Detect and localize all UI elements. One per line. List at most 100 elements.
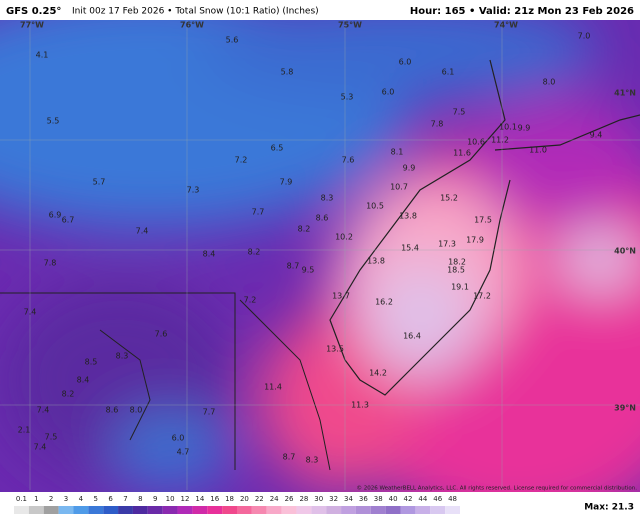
colorbar-swatch — [341, 506, 356, 514]
snow-amount: 7.4 — [34, 443, 47, 452]
snow-amount: 9.9 — [403, 164, 416, 173]
colorbar-label: 26 — [285, 495, 294, 503]
snow-amount: 15.2 — [440, 194, 458, 203]
snow-amount: 19.1 — [451, 283, 469, 292]
colorbar-swatch — [73, 506, 89, 514]
snow-amount: 7.4 — [37, 406, 50, 415]
snow-amount: 8.4 — [203, 250, 216, 259]
snow-amount: 7.0 — [578, 32, 591, 41]
snow-amount: 16.2 — [375, 298, 393, 307]
colorbar-label: 10 — [166, 495, 175, 503]
snow-amount: 6.7 — [62, 216, 75, 225]
colorbar-swatch — [207, 506, 223, 514]
snow-amount: 7.8 — [431, 120, 444, 129]
colorbar-label: 20 — [240, 495, 249, 503]
geo-label: 76°W — [180, 21, 204, 30]
colorbar-swatch — [177, 506, 193, 514]
snow-amount: 7.7 — [252, 208, 265, 217]
colorbar-swatch — [88, 506, 104, 514]
colorbar-label: 32 — [329, 495, 338, 503]
colorbar-label: 2 — [49, 495, 53, 503]
snow-amount: 2.1 — [18, 426, 31, 435]
snow-amount: 4.1 — [36, 51, 49, 60]
snow-amount: 8.7 — [287, 262, 300, 271]
snow-amount: 8.6 — [106, 406, 119, 415]
colorbar-swatch — [14, 506, 29, 514]
colorbar-swatch — [192, 506, 208, 514]
snow-amount: 10.6 — [467, 138, 485, 147]
colorbar-swatch — [430, 506, 446, 514]
snow-amount: 17.2 — [473, 292, 491, 301]
colorbar-label: 30 — [314, 495, 323, 503]
colorbar-swatch — [147, 506, 163, 514]
colorbar-label: 7 — [123, 495, 127, 503]
geo-label: 39°N — [614, 404, 636, 413]
snow-amount: 9.4 — [590, 131, 603, 140]
colorbar-label: 12 — [181, 495, 190, 503]
copyright: © 2026 WeatherBELL Analytics, LLC. All r… — [357, 485, 638, 492]
colorbar-label: 14 — [195, 495, 204, 503]
snow-amount: 11.6 — [453, 149, 471, 158]
geo-label: 77°W — [20, 21, 44, 30]
colorbar-swatch — [385, 506, 401, 514]
colorbar-label: 44 — [418, 495, 427, 503]
snow-amount: 15.4 — [401, 244, 419, 253]
colorbar-label: 48 — [448, 495, 457, 503]
run-info: Init 00z 17 Feb 2026 • Total Snow (10:1 … — [72, 7, 319, 17]
colorbar-label: 18 — [225, 495, 234, 503]
colorbar-label: 9 — [153, 495, 157, 503]
colorbar-label: 8 — [138, 495, 142, 503]
colorbar-swatch — [370, 506, 386, 514]
colorbar-swatch — [445, 506, 460, 514]
colorbar-swatch — [251, 506, 267, 514]
snow-amount: 5.3 — [341, 93, 354, 102]
colorbar-label: 4 — [79, 495, 84, 503]
max-value: Max: 21.3 — [584, 503, 634, 513]
snow-amount: 6.1 — [442, 68, 455, 77]
snow-amount: 7.5 — [45, 433, 58, 442]
snow-amount: 6.0 — [382, 88, 395, 97]
snow-amount: 8.5 — [85, 358, 98, 367]
snow-amount: 7.8 — [44, 259, 57, 268]
colorbar-swatch — [355, 506, 371, 514]
colorbar-label: 38 — [374, 495, 383, 503]
snow-amount: 7.9 — [280, 178, 293, 187]
colorbar-label: 42 — [404, 495, 413, 503]
snow-amount: 8.2 — [298, 225, 311, 234]
snow-amount: 14.2 — [369, 369, 387, 378]
colorbar-swatch — [281, 506, 297, 514]
snow-amount: 8.3 — [321, 194, 334, 203]
snow-amount: 5.7 — [93, 178, 106, 187]
snow-amount: 7.3 — [187, 186, 200, 195]
snow-amount: 11.2 — [491, 136, 509, 145]
snow-amount: 5.5 — [47, 117, 60, 126]
colorbar-swatch — [400, 506, 416, 514]
snow-amount: 9.9 — [518, 124, 531, 133]
header-bar — [0, 0, 640, 20]
colorbar-label: 22 — [255, 495, 264, 503]
colorbar-swatch — [237, 506, 252, 514]
snow-amount: 10.2 — [335, 233, 353, 242]
colorbar-label: 1 — [34, 495, 38, 503]
colorbar-label: 24 — [270, 495, 279, 503]
colorbar-swatch — [296, 506, 312, 514]
snow-amount: 7.6 — [155, 330, 168, 339]
colorbar-label: 6 — [108, 495, 113, 503]
colorbar-swatch — [43, 506, 59, 514]
colorbar-swatch — [162, 506, 178, 514]
snow-amount: 6.9 — [49, 211, 62, 220]
colorbar-swatch — [415, 506, 431, 514]
colorbar-label: 3 — [64, 495, 68, 503]
snow-amount: 10.1 — [499, 123, 517, 132]
snow-amount: 6.0 — [399, 58, 412, 67]
snow-amount: 8.0 — [543, 78, 556, 87]
snow-amount: 8.0 — [130, 406, 143, 415]
snow-amount: 8.2 — [62, 390, 75, 399]
colorbar-swatch — [58, 506, 74, 514]
snow-amount: 8.4 — [77, 376, 90, 385]
snow-amount: 7.5 — [453, 108, 466, 117]
snow-amount: 6.0 — [172, 434, 185, 443]
colorbar-label: 28 — [299, 495, 308, 503]
colorbar-swatch — [118, 506, 133, 514]
